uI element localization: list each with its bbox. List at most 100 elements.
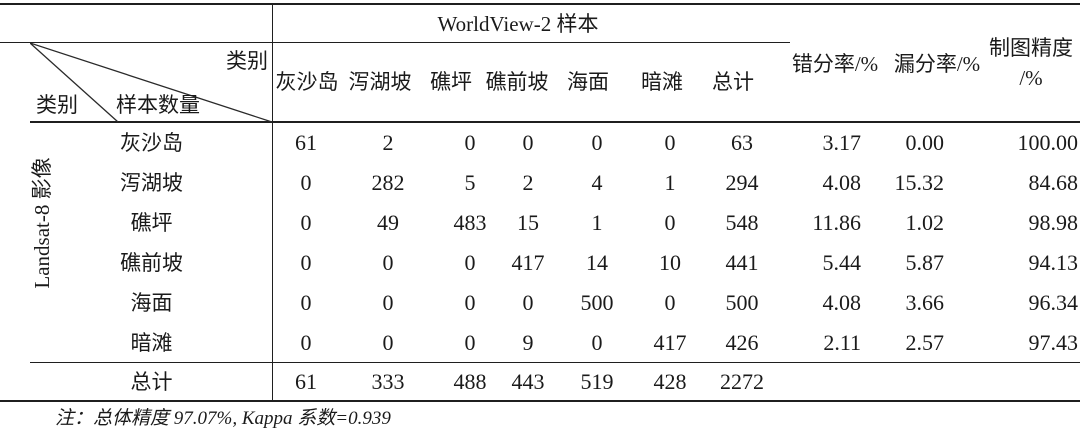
cell-value: 282	[371, 170, 405, 195]
cell-value: 483	[453, 210, 487, 235]
cell-value: 443	[511, 369, 545, 394]
column-header: 海面	[567, 70, 609, 94]
cell-omission-rate: 15.32	[894, 170, 945, 195]
cell-value: 15	[517, 210, 539, 235]
cell-value: 294	[725, 170, 759, 195]
cell-value: 0	[591, 130, 603, 155]
cell-value: 0	[382, 250, 394, 275]
cell-value: 441	[725, 250, 759, 275]
column-header: 泻湖坡	[348, 70, 412, 94]
diagonal-divider-lines	[30, 43, 273, 123]
cell-commission-rate: 11.86	[812, 210, 861, 235]
cell-mapping-accuracy: 94.13	[1028, 250, 1079, 275]
corner-label-row-category: 类别	[36, 93, 78, 117]
cell-value: 0	[300, 250, 312, 275]
cell-value: 0	[382, 330, 394, 355]
row-label: 海面	[130, 291, 173, 315]
column-group-header: WorldView-2 样本	[437, 12, 599, 36]
cell-value: 9	[522, 330, 534, 355]
cell-value: 63	[731, 130, 753, 155]
metric-header-mapping-accuracy-line1: 制图精度	[989, 36, 1073, 60]
cell-value: 428	[653, 369, 687, 394]
cell-omission-rate: 1.02	[905, 210, 945, 235]
cell-value: 0	[664, 210, 676, 235]
cell-value: 417	[511, 250, 545, 275]
cell-value: 0	[300, 330, 312, 355]
metric-header-mapping-accuracy: 制图精度 /%	[971, 4, 1080, 122]
cell-value: 0	[300, 210, 312, 235]
cell-mapping-accuracy: 100.00	[1017, 130, 1079, 155]
corner-label-column-category: 类别	[226, 49, 268, 73]
cell-value: 519	[580, 369, 614, 394]
cell-commission-rate: 4.08	[822, 290, 862, 315]
totals-row-topline	[30, 362, 1080, 364]
corner-label-sample-count: 样本数量	[116, 93, 200, 117]
cell-value: 0	[464, 130, 476, 155]
cell-omission-rate: 5.87	[905, 250, 945, 275]
cell-value: 488	[453, 369, 487, 394]
cell-value: 4	[591, 170, 603, 195]
column-header-underline	[30, 121, 1080, 123]
cell-value: 10	[659, 250, 681, 275]
metric-header-omission-rate: 漏分率/%	[893, 52, 981, 76]
vertical-divider	[272, 3, 274, 402]
cell-value: 0	[464, 290, 476, 315]
table-row-totals: 总计 61 333 488 443 519 428 2272	[0, 363, 1080, 401]
cell-value: 0	[464, 330, 476, 355]
group-header-underline	[0, 42, 790, 44]
table-row: 海面 0 0 0 0 500 0 500 4.08 3.66 96.34	[0, 283, 1080, 323]
table-row: 灰沙岛 61 2 0 0 0 0 63 3.17 0.00 100.00	[0, 123, 1080, 163]
cell-commission-rate: 4.08	[822, 170, 862, 195]
row-label: 总计	[130, 370, 173, 394]
table-note: 注：总体精度 97.07%, Kappa 系数=0.939	[55, 408, 391, 429]
cell-commission-rate: 5.44	[822, 250, 862, 275]
cell-value: 1	[664, 170, 676, 195]
cell-value: 61	[295, 369, 317, 394]
cell-mapping-accuracy: 97.43	[1028, 330, 1079, 355]
row-label: 礁前坡	[120, 251, 183, 275]
row-label: 泻湖坡	[120, 171, 183, 195]
cell-omission-rate: 0.00	[905, 130, 945, 155]
column-header: 礁坪	[430, 70, 472, 94]
cell-value: 0	[300, 170, 312, 195]
cell-mapping-accuracy: 96.34	[1028, 290, 1079, 315]
column-header: 灰沙岛	[275, 70, 339, 94]
cell-omission-rate: 3.66	[905, 290, 945, 315]
cell-value: 2	[382, 130, 394, 155]
cell-value: 500	[580, 290, 614, 315]
cell-value: 0	[591, 330, 603, 355]
cell-value: 0	[522, 290, 534, 315]
table-row: 暗滩 0 0 0 9 0 417 426 2.11 2.57 97.43	[0, 323, 1080, 363]
cell-value: 2272	[720, 369, 764, 394]
cell-value: 0	[522, 130, 534, 155]
cell-value: 0	[664, 130, 676, 155]
cell-commission-rate: 2.11	[823, 330, 861, 355]
table-row: 礁前坡 0 0 0 417 14 10 441 5.44 5.87 94.13	[0, 243, 1080, 283]
cell-value: 61	[295, 130, 317, 155]
row-label: 暗滩	[130, 331, 173, 355]
cell-value: 1	[591, 210, 603, 235]
row-label: 礁坪	[130, 211, 173, 235]
cell-value: 333	[371, 369, 405, 394]
table-row: 礁坪 0 49 483 15 1 0 548 11.86 1.02 98.98	[0, 203, 1080, 243]
cell-value: 0	[664, 290, 676, 315]
cell-value: 0	[382, 290, 394, 315]
cell-value: 14	[586, 250, 608, 275]
cell-value: 417	[653, 330, 687, 355]
cell-value: 548	[725, 210, 759, 235]
column-header: 礁前坡	[485, 70, 549, 94]
cell-value: 5	[464, 170, 476, 195]
row-label: 灰沙岛	[120, 131, 183, 155]
cell-mapping-accuracy: 98.98	[1028, 210, 1079, 235]
metric-header-mapping-accuracy-line2: /%	[1019, 66, 1043, 90]
cell-omission-rate: 2.57	[905, 330, 945, 355]
cell-value: 0	[464, 250, 476, 275]
cell-commission-rate: 3.17	[822, 130, 862, 155]
cell-value: 500	[725, 290, 759, 315]
metric-header-commission-rate: 错分率/%	[791, 52, 879, 76]
cell-value: 2	[522, 170, 534, 195]
cell-value: 49	[377, 210, 399, 235]
column-header: 总计	[712, 70, 754, 94]
table-top-border	[0, 3, 1080, 6]
column-header: 暗滩	[641, 70, 683, 94]
